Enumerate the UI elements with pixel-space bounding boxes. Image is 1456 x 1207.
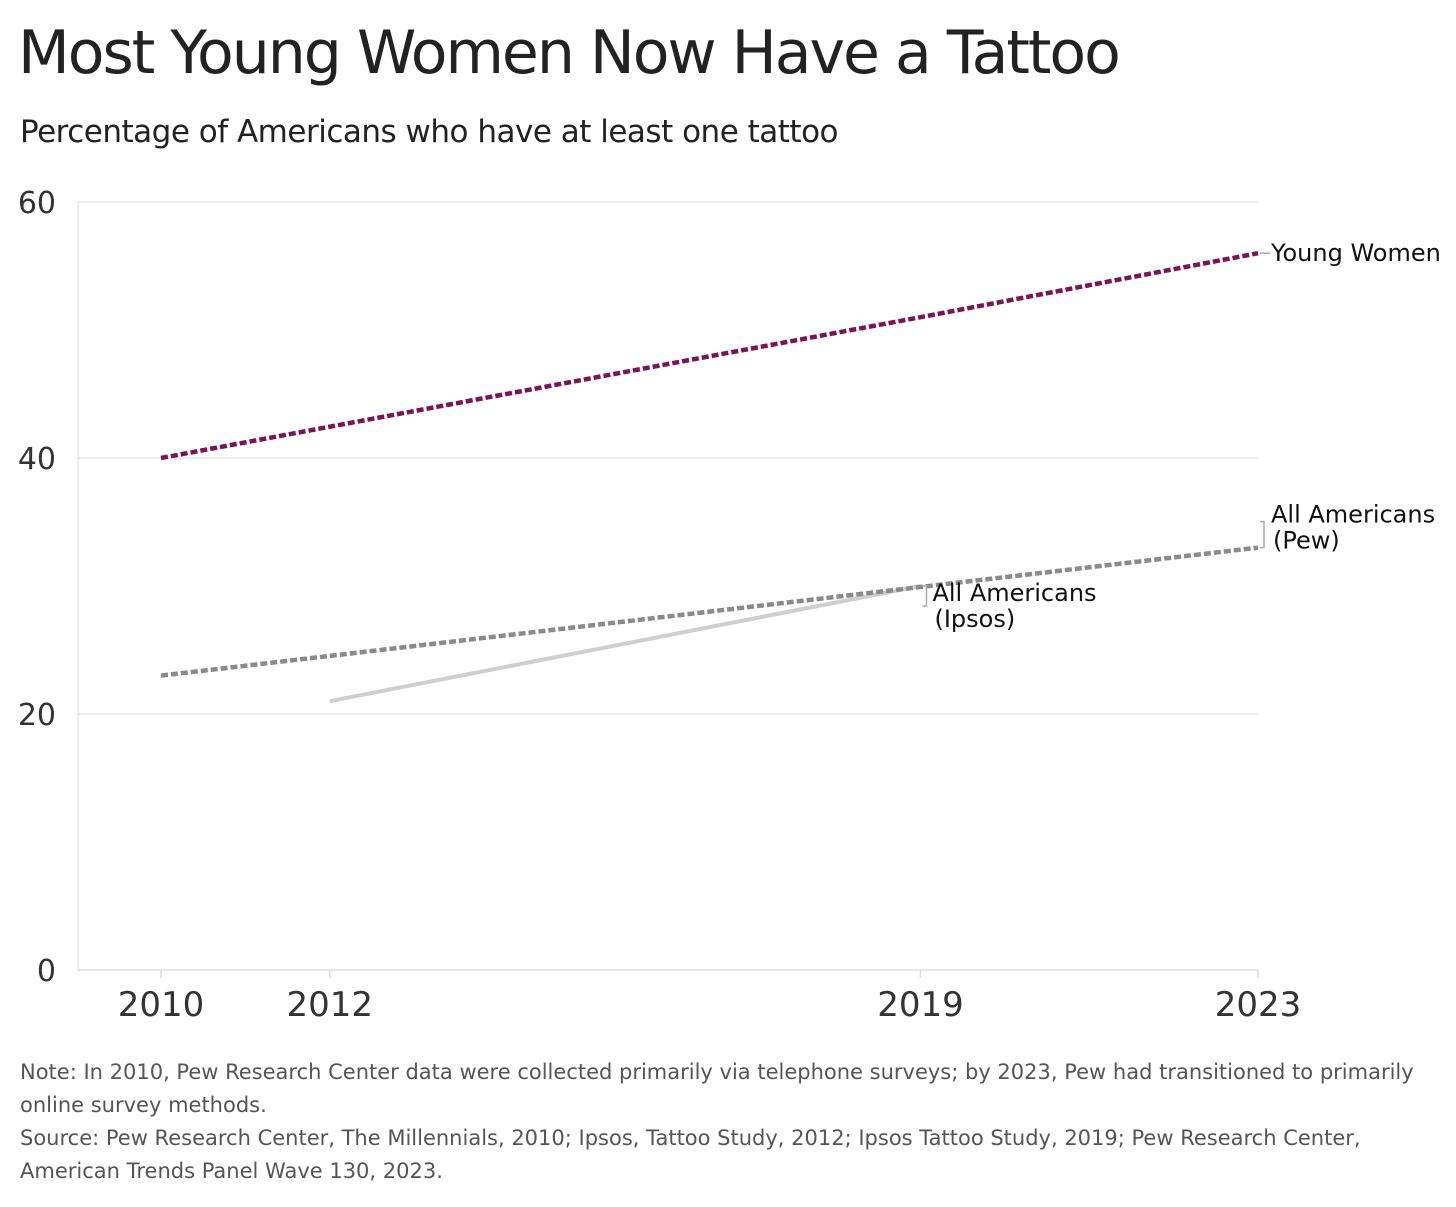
source-text: Source: Pew Research Center, The Millenn… [20,1126,1361,1183]
y-tick-label-0: 0 [37,954,56,989]
series-line-all-americans-ipsos [329,584,921,704]
note-text: Note: In 2010, Pew Research Center data … [20,1060,1414,1117]
series-label-all-americans-ipsos-line-1: All Americans [932,579,1096,607]
line-chart: 0 20 40 60 2010 2012 2019 2023 Young Women All … [18,186,1441,1025]
y-tick-label-20: 20 [18,698,56,733]
series-label-young-women: Young Women [1270,239,1441,267]
series-label-all-americans-ipsos-line-2: (Ipsos) [934,605,1015,633]
x-tick-label-2023: 2023 [1215,985,1302,1025]
x-axis-ticks: 2010 2012 2019 2023 [118,985,1302,1025]
label-connector-all-americans-ipsos [922,585,928,607]
series-line-young-women [160,250,1259,461]
chart-notes: Note: In 2010, Pew Research Center data … [20,1056,1420,1188]
y-tick-label-60: 60 [18,186,56,221]
grid-lines [78,201,1259,978]
x-tick-label-2012: 2012 [287,985,374,1025]
series-label-all-americans-pew-line-2: (Pew) [1273,527,1340,555]
y-tick-label-40: 40 [18,442,56,477]
x-tick-label-2019: 2019 [877,985,964,1025]
label-connector-all-americans-pew [1260,520,1265,549]
series-label-all-americans-pew-line-1: All Americans [1271,501,1435,529]
series-line-all-americans-pew [160,545,1259,678]
x-tick-label-2010: 2010 [118,985,205,1025]
chart-subtitle: Percentage of Americans who have at leas… [20,114,839,150]
y-axis-ticks: 0 20 40 60 [18,186,56,989]
chart-title: Most Young Women Now Have a Tattoo [18,18,1121,88]
series-lines [160,250,1259,704]
